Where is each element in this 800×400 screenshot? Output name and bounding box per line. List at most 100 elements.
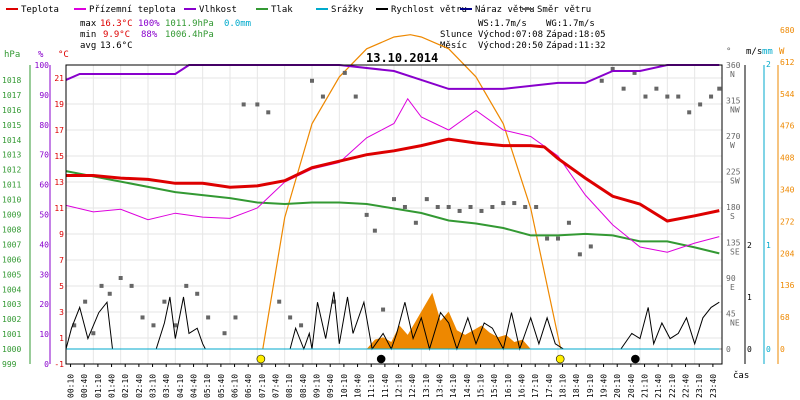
pct-tick: 80 [39,121,49,130]
time-label: 11:10 [367,374,376,398]
time-label: 23:10 [695,374,704,398]
wind-direction-point [424,197,429,202]
pressure-line [65,170,720,255]
time-label: 13:10 [422,374,431,398]
dir-tick-deg: 0 [726,345,731,354]
w-tick: 544 [780,90,795,99]
dir-tick-name: W [730,141,735,150]
time-label: 05:10 [203,374,212,398]
stat-min-hum: 88% [141,30,158,40]
humidity-line [65,64,720,90]
stat-min-press: 1006.4hPa [165,30,214,40]
time-label: 10:10 [340,374,349,398]
w-tick: 68 [780,313,790,322]
hpa-tick: 1010 [2,196,21,205]
hpa-tick: 1014 [2,136,21,145]
plot-area [65,34,723,365]
dir-tick-name: N [730,70,735,79]
time-label: 05:40 [217,374,226,398]
time-label: 02:10 [121,374,130,398]
hpa-tick: 1004 [2,285,21,294]
time-label: 21:40 [654,374,663,398]
unit-watt: W [779,47,785,57]
dir-tick-deg: 135 [726,239,741,248]
wind-direction-point [501,201,506,206]
plot-frame [65,64,723,365]
time-label: 00:10 [67,374,76,398]
wind-direction-point [479,208,484,213]
wind-direction-point [676,94,681,99]
time-label: 12:40 [408,374,417,398]
time-label: 06:40 [244,374,253,398]
wind-direction-point [288,315,293,320]
time-label: 04:10 [176,374,185,398]
legend-label: Rychlost větru [391,5,467,15]
pct-tick: 0 [44,360,49,369]
time-label: 23:40 [709,374,718,398]
pct-tick: 50 [39,211,49,220]
moonset-marker [376,354,386,364]
wind-direction-point [151,323,156,328]
hpa-tick: 1016 [2,106,21,115]
time-label: 10:40 [354,374,363,398]
hpa-tick: 1017 [2,91,21,100]
legend-label: Teplota [21,5,59,15]
wind-direction-point [577,252,582,257]
hpa-tick: 1005 [2,270,21,279]
wind-direction-point [299,323,304,328]
wind-speed-line [65,291,720,351]
w-tick: 272 [780,217,795,226]
dir-tick-deg: 225 [726,168,741,177]
wind-direction-point [687,110,692,115]
wind-direction-point [545,236,550,241]
wind-direction-point [468,205,473,209]
hpa-tick: 1000 [2,345,21,354]
time-label: 19:40 [600,374,609,398]
wind-direction-point [310,78,314,83]
wind-direction-point [99,283,104,288]
hpa-tick: 1013 [2,151,21,160]
wind-direction-point [320,94,325,99]
time-label: 06:10 [231,374,240,398]
ms-tick: 2 [747,241,752,250]
wind-direction-point [698,102,703,107]
temp-tick: 7 [59,256,64,265]
wind-direction-point [457,208,462,213]
moonrise-marker [631,354,640,364]
stats-block: max 16.3°C 100% 1011.9hPa 0.0mm min 9.9°… [80,19,251,51]
time-label: 02:40 [135,374,144,398]
time-label: 07:10 [258,374,267,398]
stat-min-temp: 9.9°C [103,30,130,40]
pct-tick: 60 [39,181,49,190]
wind-direction-point [654,86,659,91]
unit-percent: % [38,50,44,60]
time-label: 20:40 [627,374,636,398]
time-label: 12:10 [395,374,404,398]
wind-direction-point [566,220,571,225]
temp-tick: 3 [59,308,64,317]
time-label: 08:40 [299,374,308,398]
time-label: 09:40 [326,374,335,398]
hpa-tick: 1008 [2,225,21,234]
wind-direction-point [353,94,358,99]
wind-speed-stat: WS:1.7m/s [478,19,527,29]
unit-hpa: hPa [4,50,20,60]
wind-direction-point [162,299,167,304]
unit-ms: m/s [746,47,762,57]
w-tick: 612 [780,58,795,67]
dir-tick-name: E [730,283,735,292]
time-label: 00:40 [80,374,89,398]
moon-label: Měsíc [440,41,467,51]
time-label: 16:40 [518,374,527,398]
wind-direction-point [709,94,714,99]
wind-direction-point [184,283,189,288]
w-tick: 340 [780,186,795,195]
moonrise-time: Východ:20:50 [478,41,543,51]
wind-direction-point [107,291,112,296]
wind-direction-point [392,197,396,202]
temperature-line [66,137,720,223]
hpa-tick: 1018 [2,76,21,85]
hpa-tick: 1001 [2,330,21,339]
temp-tick: 11 [54,204,64,213]
